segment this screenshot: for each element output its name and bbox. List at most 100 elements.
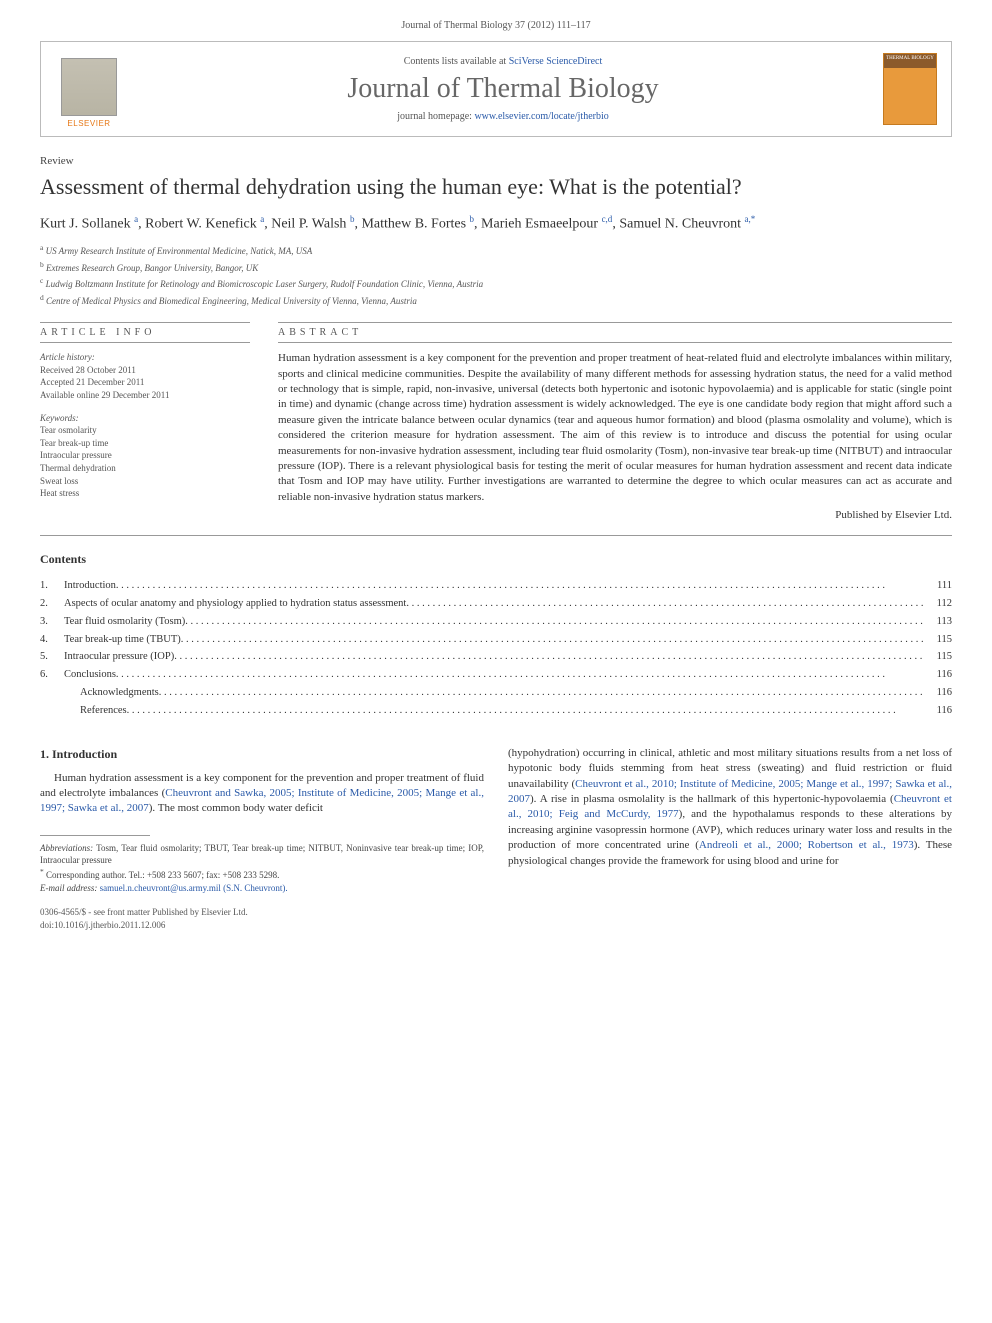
article-title: Assessment of thermal dehydration using … [40,173,952,201]
history-online: Available online 29 December 2011 [40,389,250,402]
homepage-prefix: journal homepage: [397,111,474,122]
contents-available-line: Contents lists available at SciVerse Sci… [123,56,883,67]
footnotes-block: Abbreviations: Tosm, Tear fluid osmolari… [40,842,484,894]
toc-num [40,702,80,720]
keyword-item: Intraocular pressure [40,449,250,462]
elsevier-label: ELSEVIER [67,119,110,128]
toc-title: Introduction [64,577,116,595]
publisher-line: Published by Elsevier Ltd. [278,509,952,521]
homepage-line: journal homepage: www.elsevier.com/locat… [123,111,883,122]
header-citation: Journal of Thermal Biology 37 (2012) 111… [40,20,952,31]
journal-name: Journal of Thermal Biology [123,73,883,105]
toc-dots [116,577,924,595]
affiliation-line: a US Army Research Institute of Environm… [40,242,952,259]
body-columns: 1. Introduction Human hydration assessme… [40,746,952,932]
article-type-label: Review [40,155,952,167]
toc-num: 1. [40,577,64,595]
author-list: Kurt J. Sollanek a, Robert W. Kenefick a… [40,213,952,235]
citation-link[interactable]: Andreoli et al., 2000; Robertson et al.,… [699,839,914,851]
journal-cover-thumb: THERMAL BIOLOGY [883,53,937,125]
abstract-heading: abstract [278,322,952,343]
left-column: 1. Introduction Human hydration assessme… [40,746,484,932]
cover-thumb-label: THERMAL BIOLOGY [884,54,936,68]
corresponding-line: * Corresponding author. Tel.: +508 233 5… [40,867,484,882]
front-matter-info: 0306-4565/$ - see front matter Published… [40,906,484,931]
toc-dots [185,613,924,631]
article-info-heading: article info [40,322,250,343]
contents-prefix: Contents lists available at [404,56,509,67]
toc-title: Conclusions [64,666,116,684]
toc-title: Acknowledgments [80,684,159,702]
keyword-item: Thermal dehydration [40,462,250,475]
keyword-item: Tear osmolarity [40,424,250,437]
toc-title: Tear break-up time (TBUT) [64,631,181,649]
intro-para-right: (hypohydration) occurring in clinical, a… [508,746,952,869]
toc-row: 4.Tear break-up time (TBUT) 115 [40,631,952,649]
right-mid-1: ). A rise in plasma osmolality is the ha… [530,793,894,805]
toc-page: 116 [924,666,952,684]
toc-page: 115 [924,648,952,666]
intro-heading: 1. Introduction [40,746,484,763]
toc-dots [116,666,924,684]
keyword-item: Sweat loss [40,475,250,488]
toc-row: 5.Intraocular pressure (IOP) 115 [40,648,952,666]
affiliation-line: d Centre of Medical Physics and Biomedic… [40,292,952,309]
doi-line: doi:10.1016/j.jtherbio.2011.12.006 [40,919,484,932]
toc-page: 112 [924,595,952,613]
table-of-contents: 1.Introduction 1112.Aspects of ocular an… [40,577,952,720]
sciverse-link[interactable]: SciVerse ScienceDirect [509,56,603,67]
toc-row: Acknowledgments 116 [40,684,952,702]
keyword-item: Tear break-up time [40,437,250,450]
toc-num [40,684,80,702]
toc-title: Intraocular pressure (IOP) [64,648,174,666]
affiliation-line: b Extremes Research Group, Bangor Univer… [40,259,952,276]
corr-text: Corresponding author. Tel.: +508 233 560… [46,870,279,880]
abstract-column: abstract Human hydration assessment is a… [278,322,952,521]
affiliations: a US Army Research Institute of Environm… [40,242,952,308]
toc-row: 2.Aspects of ocular anatomy and physiolo… [40,595,952,613]
toc-title: Tear fluid osmolarity (Tosm) [64,613,185,631]
journal-header-box: ELSEVIER Contents lists available at Sci… [40,41,952,137]
email-address[interactable]: samuel.n.cheuvront@us.army.mil (S.N. Che… [97,883,287,893]
right-column: (hypohydration) occurring in clinical, a… [508,746,952,932]
abbreviations-line: Abbreviations: Tosm, Tear fluid osmolari… [40,842,484,867]
email-line: E-mail address: samuel.n.cheuvront@us.ar… [40,882,484,895]
toc-dots [181,631,924,649]
toc-row: 1.Introduction 111 [40,577,952,595]
toc-num: 2. [40,595,64,613]
toc-dots [159,684,924,702]
intro-left-suffix: ). The most common body water deficit [149,802,323,814]
abbrev-text: Tosm, Tear fluid osmolarity; TBUT, Tear … [40,843,484,866]
keywords-label: Keywords: [40,412,250,425]
toc-page: 113 [924,613,952,631]
article-history-block: Article history: Received 28 October 201… [40,351,250,401]
elsevier-tree-icon [61,58,117,116]
history-accepted: Accepted 21 December 2011 [40,376,250,389]
keyword-item: Heat stress [40,487,250,500]
section-divider [40,535,952,536]
contents-heading: Contents [40,552,952,567]
corr-symbol: * [40,867,44,876]
abstract-text: Human hydration assessment is a key comp… [278,351,952,505]
toc-row: 3.Tear fluid osmolarity (Tosm) 113 [40,613,952,631]
toc-row: 6.Conclusions 116 [40,666,952,684]
issn-line: 0306-4565/$ - see front matter Published… [40,906,484,919]
intro-para-left: Human hydration assessment is a key comp… [40,771,484,817]
toc-title: References [80,702,127,720]
history-received: Received 28 October 2011 [40,364,250,377]
homepage-link[interactable]: www.elsevier.com/locate/jtherbio [474,111,608,122]
toc-dots [174,648,924,666]
abbrev-label: Abbreviations: [40,843,93,853]
toc-dots [127,702,924,720]
toc-row: References 116 [40,702,952,720]
toc-num: 3. [40,613,64,631]
toc-page: 115 [924,631,952,649]
toc-num: 5. [40,648,64,666]
toc-num: 4. [40,631,64,649]
article-info-column: article info Article history: Received 2… [40,322,250,521]
toc-dots [406,595,924,613]
elsevier-logo: ELSEVIER [55,50,123,128]
history-label: Article history: [40,351,250,364]
affiliation-line: c Ludwig Boltzmann Institute for Retinol… [40,275,952,292]
toc-page: 116 [924,702,952,720]
